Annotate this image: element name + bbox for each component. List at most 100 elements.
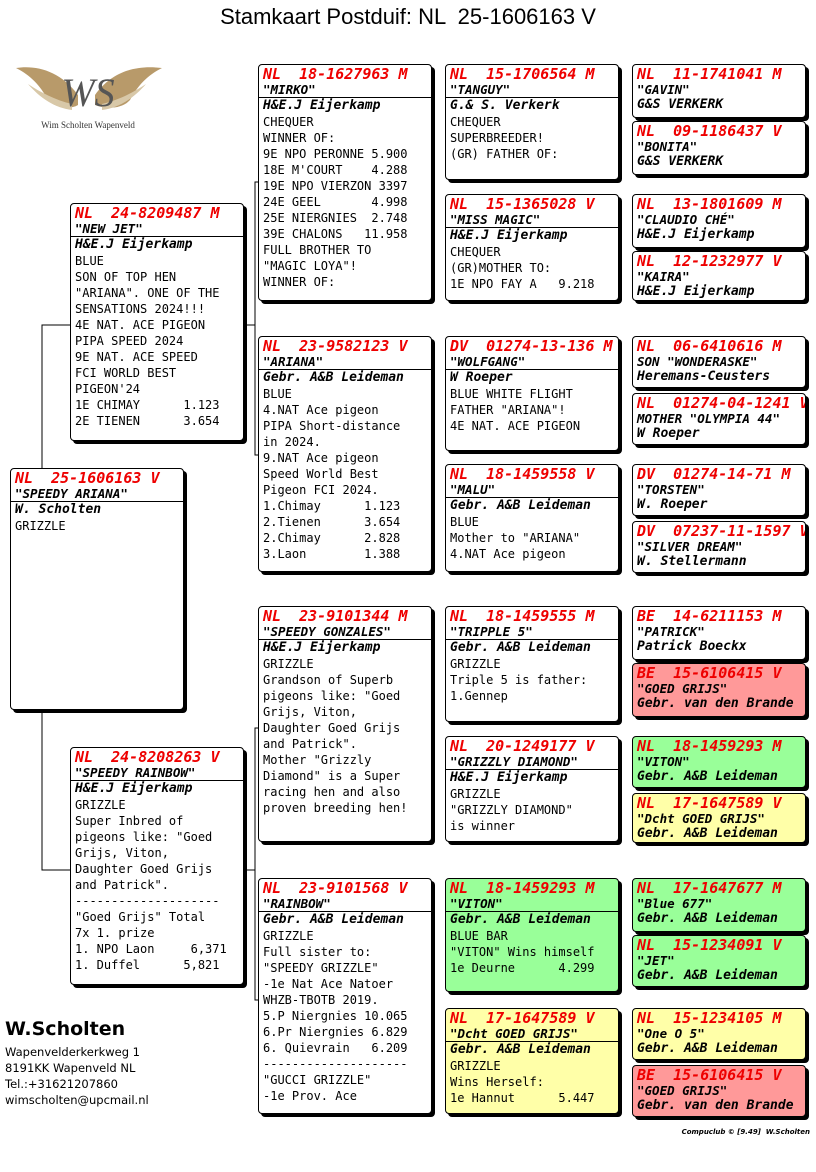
pigeon-card: NL 23-9582123 V "ARIANA" Gebr. A&B Leidema… [258,336,432,572]
info-line: GRIZZLE [450,1059,501,1073]
info-line: 9E NAT. ACE SPEED [75,350,198,364]
info-line: "GUCCI GRIZZLE" [263,1073,372,1087]
breeder: H&E.J Eijerkamp [637,284,755,299]
info-line: and Patrick". [75,878,169,892]
pigeon-card: NL 18-1459293 M "VITON" Gebr. A&B Leideman [632,736,806,788]
info-line: WINNER OF: [263,275,336,289]
info-line: 1E NPO FAY A 9.218 [450,277,595,291]
info-line: CHEQUER [263,115,314,129]
logo-monogram: WS [61,70,114,115]
breeder: W Roeper [450,370,513,385]
info-line: 24E GEEL 4.998 [263,195,408,209]
ring-number: BE 15-6106415 V [637,1066,782,1084]
info-line: BLUE BAR [450,929,508,943]
info-line: PIPA SPEED 2024 [75,334,184,348]
info-line: is winner [450,819,516,833]
breeder: Gebr. A&B Leideman [637,968,778,983]
pigeon-card: NL 15-1234091 V "JET" Gebr. A&B Leideman [632,935,806,987]
credit: Compuclub © [9.49] W.Scholten [681,1128,810,1136]
pigeon-name: "NEW JET" [71,222,243,237]
info-line: 1.Chimay 1.123 [263,499,401,513]
breeder: W. Scholten [15,502,102,517]
ring-number: NL 18-1459293 M [450,879,595,897]
info-line: 4.NAT Ace pigeon [263,403,379,417]
info-line: Full sister to: [263,945,372,959]
info-line: 1. NPO Laon 6,371 [75,942,227,956]
info-line: GRIZZLE [450,787,501,801]
pigeon-card: BE 15-6106415 V "GOED GRIJS" Gebr. van den… [632,663,806,717]
breeder: W Roeper [637,426,700,441]
pigeon-name: "TRIPPLE 5" [446,625,618,640]
pigeon-card: BE 14-6211153 M "PATRICK" Patrick Boeckx [632,606,806,660]
info-line: 19E NPO VIERZON 3397 [263,179,408,193]
breeder: Gebr. A&B Leideman [450,1042,591,1057]
breeder: G&S VERKERK [637,97,724,112]
footer: W.Scholten Wapenvelderkerkweg 1 8191KK Wa… [5,1018,149,1108]
ring-number: NL 13-1801609 M [637,195,782,213]
info-line: FATHER "ARIANA"! [450,403,566,417]
info-line: 2E TIENEN 3.654 [75,414,220,428]
pigeon-card: BE 15-6106415 V "GOED GRIJS" Gebr. van den… [632,1065,806,1117]
info-line: SON OF TOP HEN [75,270,177,284]
ring-number: NL 11-1741041 M [637,65,782,83]
pigeon-name: "One O 5" [637,1026,705,1041]
pigeon-name: "GOED GRIJS" [637,681,728,696]
ring-number: DV 01274-13-136 M [450,337,613,355]
pigeon-name: "VITON" [446,897,618,912]
breeder: H&E.J Eijerkamp [263,640,381,655]
info-line: Diamond" is a Super [263,769,401,783]
breeder: Gebr. A&B Leideman [637,769,778,784]
ring-number: NL 17-1647589 V [637,794,782,812]
logo: WS Wim Scholten Wapenveld [16,67,162,130]
address-line: Wapenvelderkerkweg 1 [5,1045,140,1059]
pigeon-card: NL 25-1606163 V "SPEEDY ARIANA" W. Scholte… [10,468,184,710]
pigeon-name: "MISS MAGIC" [446,213,618,228]
pigeon-name: "PATRICK" [637,624,705,639]
pigeon-name: "MIRKO" [259,83,431,98]
info-line: -1e Nat Ace Natoer [263,977,394,991]
pigeon-name: "SPEEDY GONZALES" [259,625,431,640]
info-line: 9E NPO PERONNE 5.900 [263,147,408,161]
breeder: Gebr. A&B Leideman [450,640,591,655]
info-line: CHEQUER [450,245,501,259]
info-line: 6. Quievrain 6.209 [263,1041,408,1055]
breeder: Gebr. A&B Leideman [637,826,778,841]
info-line: GRIZZLE [263,929,314,943]
pigeon-name: "Dcht GOED GRIJS" [446,1027,618,1042]
info-line: 4.NAT Ace pigeon [450,547,566,561]
info-line: Daughter Goed Grijs [263,721,401,735]
pigeon-name: "BONITA" [637,139,698,154]
logo-caption: Wim Scholten Wapenveld [41,120,135,130]
breeder: H&E.J Eijerkamp [75,237,193,252]
info-line: Speed World Best [263,467,379,481]
breeder: H&E.J Eijerkamp [637,227,755,242]
info-line: (GR)MOTHER TO: [450,261,552,275]
pigeon-card: NL 23-9101344 M "SPEEDY GONZALES" H&E.J Ei… [258,606,432,842]
ring-number: NL 12-1232977 V [637,252,782,270]
info-line: 9.NAT Ace pigeon [263,451,379,465]
info-line: in 2024. [263,435,321,449]
pigeon-card: NL 13-1801609 M "CLAUDIO CHÉ" H&E.J Eijerk… [632,194,806,248]
address-line: 8191KK Wapenveld NL [5,1061,136,1075]
breeder: W. Roeper [637,497,708,512]
info-line: CHEQUER [450,115,501,129]
pigeon-card: NL 24-8208263 V "SPEEDY RAINBOW" H&E.J Eij… [70,747,244,985]
info-line: 1e Hannut 5.447 [450,1091,595,1105]
pigeon-card: NL 20-1249177 V "GRIZZLY DIAMOND" H&E.J Ei… [445,736,619,842]
info-line: BLUE [75,254,104,268]
info-line: "SPEEDY GRIZZLE" [263,961,379,975]
ring-number: NL 18-1627963 M [263,65,408,83]
ring-number: BE 14-6211153 M [637,607,782,625]
info-line: FCI WORLD BEST [75,366,177,380]
info-line: -1e Prov. Ace [263,1089,357,1103]
info-line: BLUE WHITE FLIGHT [450,387,573,401]
ring-number: NL 24-8208263 V [75,748,220,766]
breeder: Gebr. A&B Leideman [450,912,591,927]
info-line: "MAGIC LOYA"! [263,259,357,273]
pigeon-name: "SPEEDY ARIANA" [11,487,183,502]
pigeon-card: NL 12-1232977 V "KAIRA" H&E.J Eijerkamp [632,251,806,301]
ring-number: NL 18-1459558 V [450,465,595,483]
pigeon-card: NL 15-1365028 V "MISS MAGIC" H&E.J Eijerka… [445,194,619,301]
pigeon-name: "GOED GRIJS" [637,1083,728,1098]
pigeon-name: "Dcht GOED GRIJS" [637,811,765,826]
